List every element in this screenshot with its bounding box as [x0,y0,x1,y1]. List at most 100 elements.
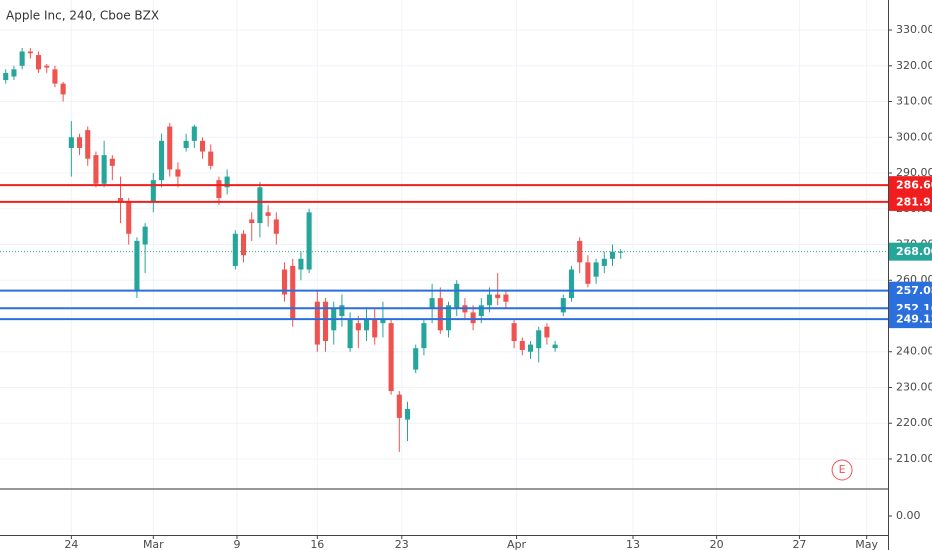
candle-body [355,323,361,331]
candle-body [298,258,304,270]
event-marker-label: E [839,463,846,476]
candle-body [544,326,550,338]
price-label: 268.00 [896,245,932,258]
plot: E [0,47,888,481]
y-tick-label: 240.00 [896,345,932,358]
price-label-box [889,242,932,261]
y-tick-label: 290.00 [896,166,932,179]
candle-body [503,294,509,302]
axes: 210.00220.00230.00240.00250.00260.00270.… [64,23,932,550]
candle-body [527,344,534,352]
candle-body [363,319,370,331]
y-tick-label: 0.00 [896,509,921,522]
candle-body [60,83,66,95]
candle-body [413,348,419,370]
candle-body [134,240,140,291]
x-tick-label: May [855,538,878,550]
candle-body [314,301,320,345]
candle-body [618,251,624,253]
candle-body [52,69,58,84]
candle-body [216,180,222,199]
candle-body [339,305,345,316]
candle-body [142,226,148,245]
candle-body [454,283,460,309]
candle-body [175,169,181,177]
candle-body [27,51,33,54]
candle-body [224,176,230,188]
candle-body [191,126,197,141]
candle-body [101,155,107,184]
candle-body [249,219,255,224]
candle-body [560,298,566,313]
x-tick-label: 13 [626,538,640,550]
candle-body [232,233,238,266]
candle-body [208,151,214,166]
chart-title: Apple Inc, 240, Cboe BZX [6,9,159,23]
price-label: 286.60 [896,179,932,192]
price-label: 281.91 [896,195,932,208]
candle-body [265,212,271,216]
candle-body [68,137,74,148]
x-tick-label: 9 [233,538,240,550]
candle-body [167,126,173,170]
x-tick-label: Apr [507,538,527,550]
candle-body [380,319,386,324]
candle-body [183,140,189,148]
y-tick-label: 300.00 [896,130,932,143]
candle-body [347,319,353,349]
y-tick-label: 220.00 [896,416,932,429]
candle-body [421,323,427,349]
price-label: 257.08 [896,284,932,297]
y-tick-label: 320.00 [896,59,932,72]
candle-body [158,140,165,181]
y-tick-label: 310.00 [896,95,932,108]
candle-body [519,341,525,350]
candle-body [199,140,206,152]
candle-body [290,265,296,320]
price-label-box [889,192,932,211]
candle-body [19,51,25,66]
candle-body [306,212,312,270]
candle-body [609,251,616,259]
candle-body [281,269,288,295]
candle-body [35,55,42,70]
candle-body [445,305,452,331]
price-label-box [889,310,932,329]
candle-body [470,312,476,324]
candle-body [495,294,501,299]
grid [0,0,888,535]
candle-body [93,155,99,184]
event-marker [831,459,853,481]
candle-body [3,72,9,81]
candle-body [257,187,263,224]
candle-body [437,298,443,331]
price-label: 249.12 [896,313,932,326]
candle-body [552,344,558,349]
y-tick-label: 230.00 [896,380,932,393]
candle-body [585,262,591,284]
x-tick-label: 16 [310,538,324,550]
candle-body [593,262,599,277]
candle-body [396,394,402,418]
candle-body [273,219,279,234]
candle-body [601,258,607,266]
x-tick-label: 20 [710,538,724,550]
x-tick-label: Mar [143,538,164,550]
candle-body [85,130,91,159]
candle-body [76,137,83,148]
candle-body [388,323,394,392]
candle-body [568,269,575,299]
price-label-box [889,281,932,300]
candle-body [511,323,517,342]
candle-body [117,198,124,202]
candle-body [404,408,411,420]
candle-body [150,180,156,202]
y-tick-label: 210.00 [896,452,932,465]
y-tick-label: 330.00 [896,23,932,36]
candle-body [109,158,115,166]
candle-body [478,305,484,316]
price-label-box [889,176,932,195]
candle-body [240,233,247,256]
candle-body [486,294,493,306]
